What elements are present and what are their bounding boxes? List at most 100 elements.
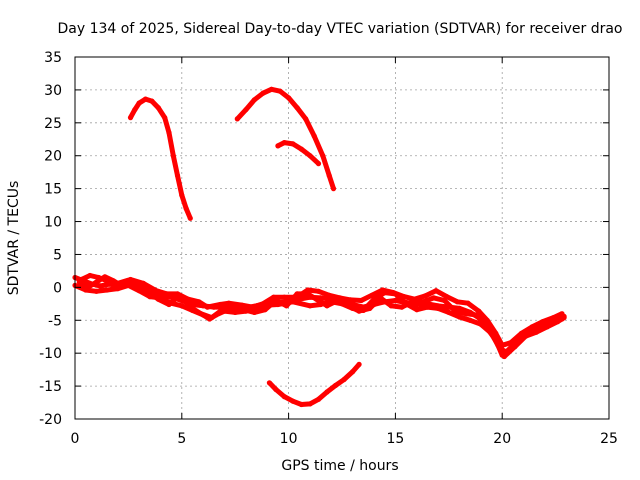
data-point [550, 315, 557, 321]
data-point [414, 307, 420, 313]
y-tick-label: -5 [48, 313, 62, 329]
data-point [305, 287, 311, 293]
data-point [484, 317, 490, 323]
y-tick-label: -20 [39, 412, 62, 428]
x-tick-label: 25 [600, 431, 618, 447]
data-point [422, 293, 428, 299]
data-point [315, 396, 322, 402]
data-point [273, 297, 279, 304]
data-point [315, 288, 322, 294]
data-point [540, 319, 546, 325]
data-point [401, 294, 407, 300]
data-point [454, 299, 460, 305]
data-point [162, 115, 168, 121]
data-point [298, 401, 304, 408]
data-point [390, 290, 396, 296]
data-point [98, 283, 104, 289]
data-point [277, 88, 283, 94]
x-tick-label: 20 [493, 431, 511, 447]
data-point [474, 312, 480, 318]
data-point [476, 308, 482, 314]
data-point [435, 305, 441, 311]
data-point [529, 324, 535, 330]
y-tick-label: 5 [53, 247, 62, 263]
data-point [290, 141, 296, 147]
data-point [164, 291, 170, 297]
data-point [523, 333, 529, 339]
data-point [87, 272, 93, 279]
data-point [260, 90, 266, 96]
data-point [330, 186, 337, 192]
data-point [251, 97, 257, 103]
data-point [166, 301, 172, 308]
data-point [320, 153, 326, 159]
y-tick-label: 0 [53, 280, 62, 296]
data-point [294, 291, 300, 297]
data-point [204, 304, 210, 310]
data-point [335, 297, 341, 304]
data-point [260, 301, 266, 307]
data-point [326, 292, 332, 298]
data-point [431, 295, 437, 301]
y-tick-label: 30 [44, 83, 62, 99]
series-track [235, 86, 336, 190]
data-point [149, 98, 155, 104]
data-point [145, 288, 151, 294]
data-point [155, 105, 161, 111]
data-point [132, 107, 138, 113]
data-point [356, 308, 362, 314]
tick-layer: 0 5 10 15 20 25 -20 -15 -10 -5 0 5 10 15 20 25 30 35 [39, 50, 618, 447]
data-point [85, 284, 91, 290]
data-point [533, 329, 540, 335]
data-point [508, 340, 514, 346]
y-tick-label: -15 [39, 379, 62, 395]
data-point [262, 307, 268, 313]
data-point [273, 386, 279, 392]
data-point [544, 324, 550, 330]
series-layer [72, 86, 567, 408]
data-point [93, 279, 99, 285]
data-point [347, 297, 354, 303]
series-arc-midday-secondary [275, 140, 322, 167]
series-arc-negative [266, 361, 362, 408]
data-point [183, 205, 189, 211]
x-tick-label: 5 [177, 431, 186, 447]
series-band-d [76, 274, 567, 360]
data-point [315, 161, 322, 167]
data-point [243, 107, 249, 113]
data-point [119, 283, 125, 289]
data-point [303, 116, 309, 122]
y-tick-label: 15 [44, 182, 62, 198]
data-point [281, 140, 287, 146]
data-point [358, 297, 364, 304]
data-point [136, 288, 142, 294]
data-point [392, 297, 398, 304]
series-track [276, 140, 321, 166]
data-point [333, 382, 339, 388]
data-point [467, 317, 473, 323]
data-point [179, 303, 185, 309]
data-point [512, 344, 518, 350]
y-tick-label: 25 [44, 116, 62, 132]
data-point [369, 292, 375, 298]
data-point [452, 308, 458, 314]
data-point [307, 153, 313, 159]
data-point [409, 299, 416, 305]
data-point [433, 288, 439, 294]
data-point [311, 133, 317, 139]
data-point [281, 294, 287, 300]
x-tick-label: 10 [280, 431, 298, 447]
data-point [93, 288, 99, 294]
data-point [399, 304, 405, 310]
data-point [298, 146, 304, 152]
data-point [170, 153, 176, 159]
data-point [305, 291, 311, 297]
data-point [198, 311, 204, 317]
data-point [196, 299, 202, 305]
series-track [128, 96, 193, 220]
data-point [232, 309, 238, 315]
data-point [104, 287, 110, 293]
data-point [142, 96, 149, 102]
data-point [281, 394, 287, 400]
